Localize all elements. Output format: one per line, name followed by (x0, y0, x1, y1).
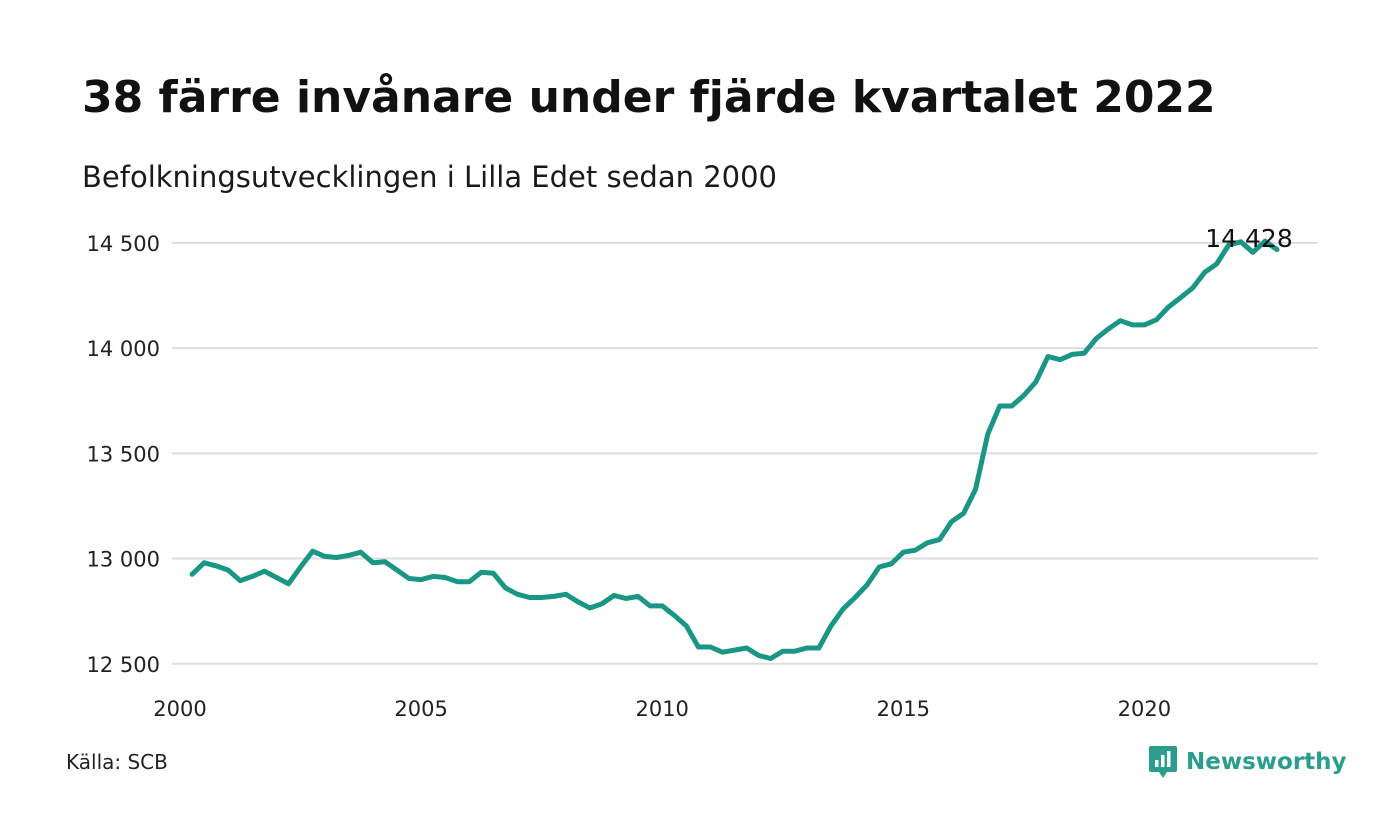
last-value-label: 14 428 (1205, 224, 1292, 253)
x-tick-label: 2015 (877, 697, 930, 721)
chart-subtitle: Befolkningsutvecklingen i Lilla Edet sed… (82, 160, 777, 194)
source-label: Källa: SCB (66, 750, 168, 774)
series-group (189, 238, 1280, 661)
x-tick-label: 2010 (635, 697, 688, 721)
y-tick-label: 12 500 (87, 653, 160, 677)
chart-title: 38 färre invånare under fjärde kvartalet… (82, 72, 1216, 123)
x-tick-label: 2000 (153, 697, 206, 721)
y-tick-label: 13 500 (87, 442, 160, 466)
series-line (189, 238, 1280, 661)
y-tick-label: 14 500 (87, 232, 160, 256)
annotation-group: 14 428 (1205, 224, 1292, 253)
gridlines (172, 241, 1318, 665)
logo-text: Newsworthy (1186, 749, 1347, 775)
y-axis-ticks: 12 500 13 000 13 500 14 000 14 500 (87, 232, 160, 677)
y-tick-label: 14 000 (87, 337, 160, 361)
newsworthy-logo-icon (1149, 746, 1177, 778)
newsworthy-logo: Newsworthy (1148, 744, 1347, 780)
x-tick-label: 2005 (394, 697, 447, 721)
y-tick-label: 13 000 (87, 548, 160, 572)
x-tick-label: 2020 (1118, 697, 1171, 721)
x-axis-ticks: 2000 2005 2010 2015 2020 (153, 697, 1171, 721)
